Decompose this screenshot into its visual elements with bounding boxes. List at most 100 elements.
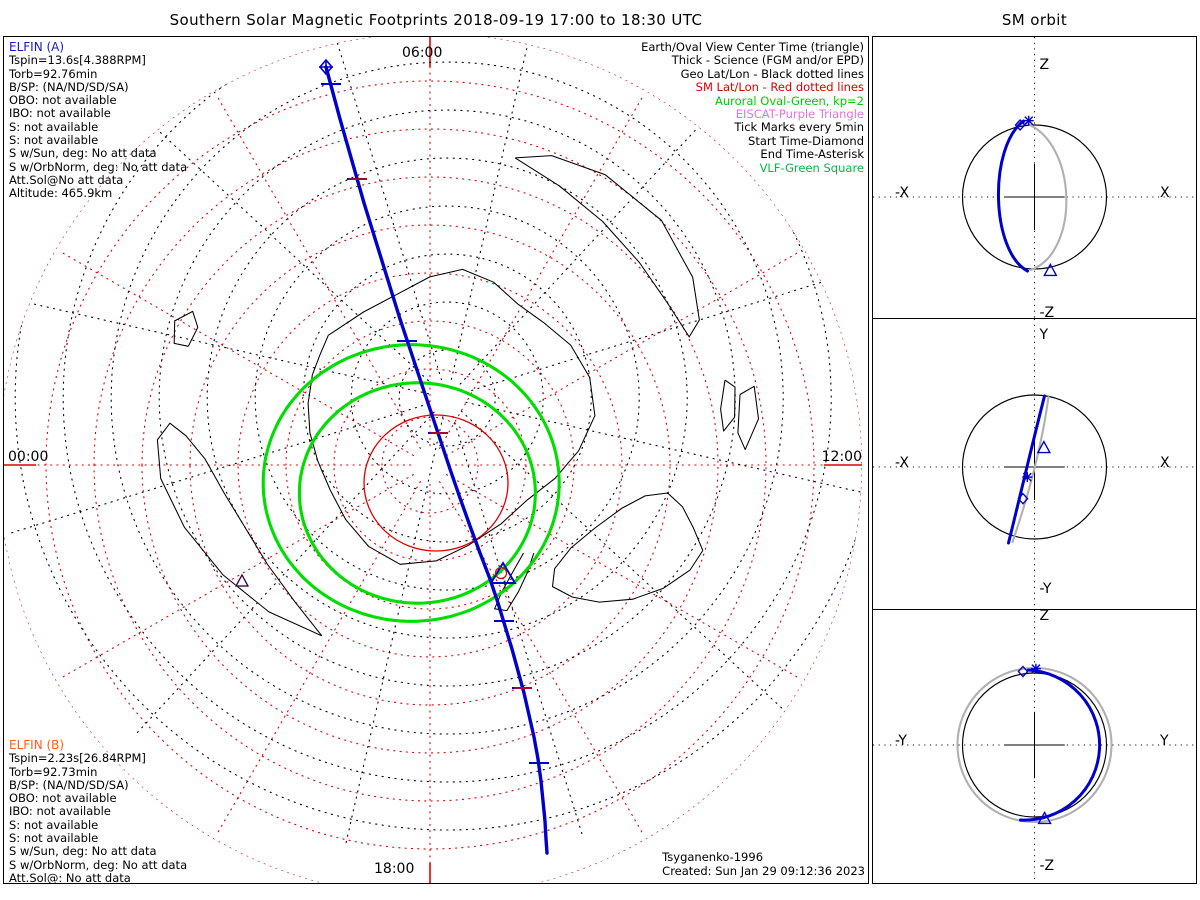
sm-lon-radial	[215, 93, 421, 449]
axis-label-yz-v-pos: Z	[1039, 609, 1050, 624]
polar-projection-plot[interactable]	[4, 37, 868, 883]
geo-lon-radial	[460, 410, 783, 710]
geo-lat-circle	[398, 349, 496, 447]
legend-item-0: Earth/Oval View Center Time (triangle)	[641, 40, 864, 54]
elfin-a-line: Altitude: 465.9km	[9, 186, 113, 201]
elfin-b-info: ELFIN (B) Tspin=2.23s[26.84RPM] Torb=92.…	[9, 738, 188, 883]
elfin-a-header: ELFIN (A)	[9, 40, 65, 54]
legend-item-3: SM Lat/Lon - Red dotted lines	[695, 80, 864, 95]
elfin-b-line: IBO: not available	[9, 804, 111, 819]
orbit-marker-diamond-1	[1017, 665, 1029, 678]
coastline-south-america	[551, 492, 704, 603]
legend-item-7: Start Time-Diamond	[748, 133, 864, 148]
elfin-a-line: IBO: not available	[9, 106, 111, 121]
elfin-a-line: S: not available	[9, 119, 99, 134]
geo-lat-circle	[302, 253, 592, 543]
geo-lon-radial	[465, 401, 862, 500]
axis-label-xy-h-neg: -X	[895, 455, 909, 471]
orbit-marker-triangle-2	[1043, 262, 1058, 277]
orbit-track-blue	[1019, 668, 1102, 822]
credits-block: Tsyganenko-1996 Created: Sun Jan 29 09:1…	[662, 850, 865, 878]
geo-lat-circle	[254, 205, 640, 591]
geo-lon-radial	[311, 37, 443, 381]
plot-legend: Earth/Oval View Center Time (triangle) Th…	[641, 40, 864, 175]
sm-inner-circle	[363, 414, 509, 552]
elfin-b-line: Tspin=2.23s[26.84RPM]	[9, 751, 146, 766]
elfin-b-line: S w/Sun, deg: No att data	[9, 844, 157, 859]
elfin-b-line: S w/OrbNorm, deg: No att data	[9, 857, 188, 872]
main-title: Southern Solar Magnetic Footprints 2018-…	[169, 11, 703, 29]
track-center-circle	[494, 566, 508, 580]
geo-lon-radial	[136, 411, 435, 734]
sm-lon-radial	[58, 474, 414, 680]
earth-circle	[961, 394, 1108, 540]
coastline-australia	[514, 155, 700, 338]
elfin-a-line: S: not available	[9, 133, 99, 148]
geo-lon-radial	[464, 262, 862, 393]
orbit-marker-ast-d2-1	[1022, 472, 1032, 482]
coastline-new-zealand-s	[737, 385, 760, 451]
elfin-b-line: S: not available	[9, 831, 99, 846]
axis-label-xy-h-pos: X	[1160, 455, 1170, 471]
legend-item-1: Thick - Science (FGM and/or EPD)	[671, 53, 864, 68]
elfin-b-header: ELFIN (B)	[9, 738, 65, 752]
reference-orbit-gray	[1011, 395, 1050, 544]
mlt-label-00: 00:00	[8, 449, 49, 465]
axis-label-xz-v-pos: Z	[1039, 57, 1050, 73]
elfin-b-line: B/SP: (NA/ND/SD/SA)	[9, 777, 129, 792]
orbit-track-blue	[1007, 394, 1046, 545]
sm-lon-radial	[446, 250, 802, 456]
coastline-new-zealand-n	[720, 379, 736, 432]
auroral-oval-outer	[261, 343, 561, 623]
sm-orbit-panel-xz[interactable]: -X X Z -Z	[872, 36, 1197, 319]
sm-lat-circle	[333, 368, 527, 562]
sm-lat-circle	[4, 37, 862, 883]
sm-orbit-xy-plot[interactable]	[873, 319, 1196, 609]
mlt-label-12: 12:00	[821, 449, 862, 465]
legend-item-8: End Time-Asterisk	[760, 147, 864, 162]
axis-label-yz-h-neg: -Y	[895, 733, 907, 749]
sm-lat-circle	[189, 224, 671, 706]
orbit-marker-ast-d2-0	[1024, 116, 1034, 126]
reference-orbit-gray	[956, 666, 1113, 824]
legend-item-4: Auroral Oval-Green, kp=2	[714, 93, 864, 108]
geo-lat-circle	[110, 61, 784, 735]
sm-lon-radial	[439, 93, 645, 449]
geo-lon-radial	[450, 37, 550, 380]
sm-orbit-panel-yz[interactable]: -Y Y Z -Z	[872, 609, 1197, 884]
sm-orbit-yz-plot[interactable]	[873, 610, 1196, 883]
sm-lat-circle	[381, 416, 479, 514]
elfin-a-line: Torb=92.76min	[9, 66, 98, 81]
elfin-a-line: Tspin=13.6s[4.388RPM]	[9, 53, 146, 68]
polar-footprint-panel[interactable]: 06:00 12:00 18:00 00:00 ELFIN (A) Tspin=…	[3, 36, 869, 884]
orbit-marker-ast-d2-0	[1031, 664, 1041, 674]
legend-item-9: VLF-Green Square	[759, 160, 864, 175]
sm-lon-radial	[439, 481, 645, 837]
created-timestamp: Created: Sun Jan 29 09:12:36 2023	[662, 863, 865, 878]
axis-label-xz-h-neg: -X	[895, 185, 909, 201]
mlt-label-18: 18:00	[374, 861, 415, 877]
geo-lon-radial	[4, 296, 430, 395]
mlt-label-06: 06:00	[402, 45, 443, 61]
sm-lat-circle	[285, 320, 575, 610]
orbit-track-blue	[997, 119, 1029, 273]
axis-label-yz-h-pos: Y	[1160, 733, 1169, 749]
geo-lat-circle	[206, 157, 688, 639]
sm-orbit-panel-xy[interactable]: -X X Y -Y	[872, 318, 1197, 610]
sm-lon-radial	[215, 481, 421, 837]
elfin-a-line: Att.Sol@No att data	[9, 172, 124, 187]
earth-circle	[961, 672, 1108, 818]
geo-lat-circle	[158, 109, 736, 687]
reference-orbit-gray	[1021, 120, 1068, 272]
orbit-marker-triangle-2	[1037, 810, 1052, 825]
sm-orbit-xz-plot[interactable]	[873, 37, 1196, 318]
elfin-b-line: Torb=92.73min	[9, 764, 98, 779]
axis-label-xy-v-pos: Y	[1039, 327, 1049, 343]
geo-lat-circle	[14, 37, 862, 831]
elfin-a-line: B/SP: (NA/ND/SD/SA)	[9, 79, 129, 94]
orbit-marker-triangle-0	[1036, 440, 1052, 454]
elfin-a-line: S w/OrbNorm, deg: No att data	[9, 159, 188, 174]
sm-lon-radial	[446, 474, 802, 680]
elfin-b-line: OBO: not available	[9, 791, 117, 806]
